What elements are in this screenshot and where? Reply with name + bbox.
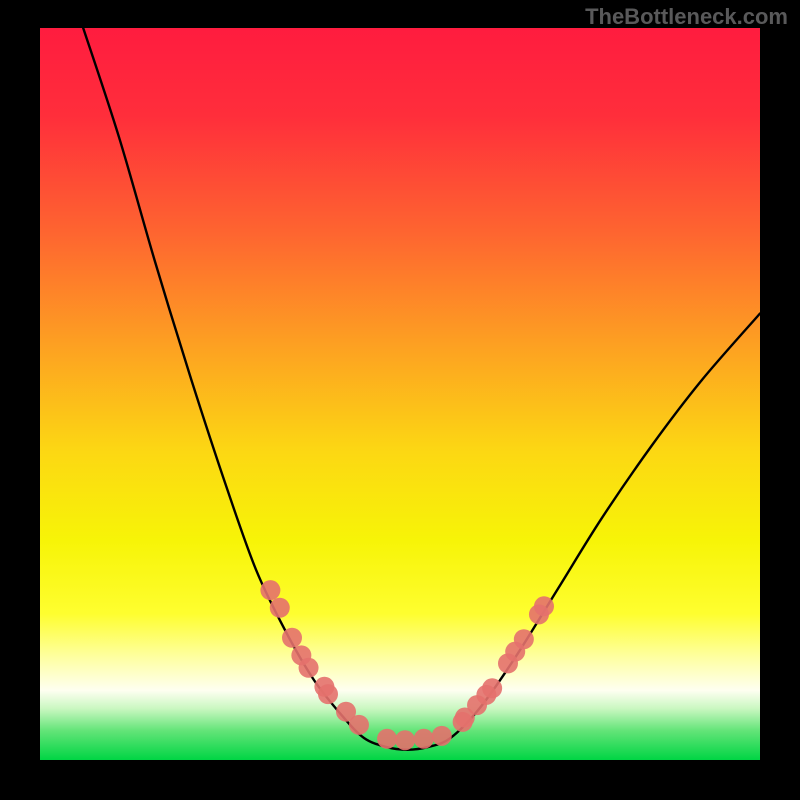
data-dot [482,678,502,698]
data-dot [299,658,319,678]
chart-background [40,28,760,760]
watermark-text: TheBottleneck.com [585,4,788,30]
data-dot [395,730,415,750]
data-dot [377,729,397,749]
data-dot [349,715,369,735]
data-dot [260,580,280,600]
data-dot [514,629,534,649]
data-dot [414,729,434,749]
bottleneck-chart [0,0,800,800]
data-dot [318,684,338,704]
data-dot [534,596,554,616]
data-dot [432,726,452,746]
data-dot [270,598,290,618]
data-dot [282,628,302,648]
